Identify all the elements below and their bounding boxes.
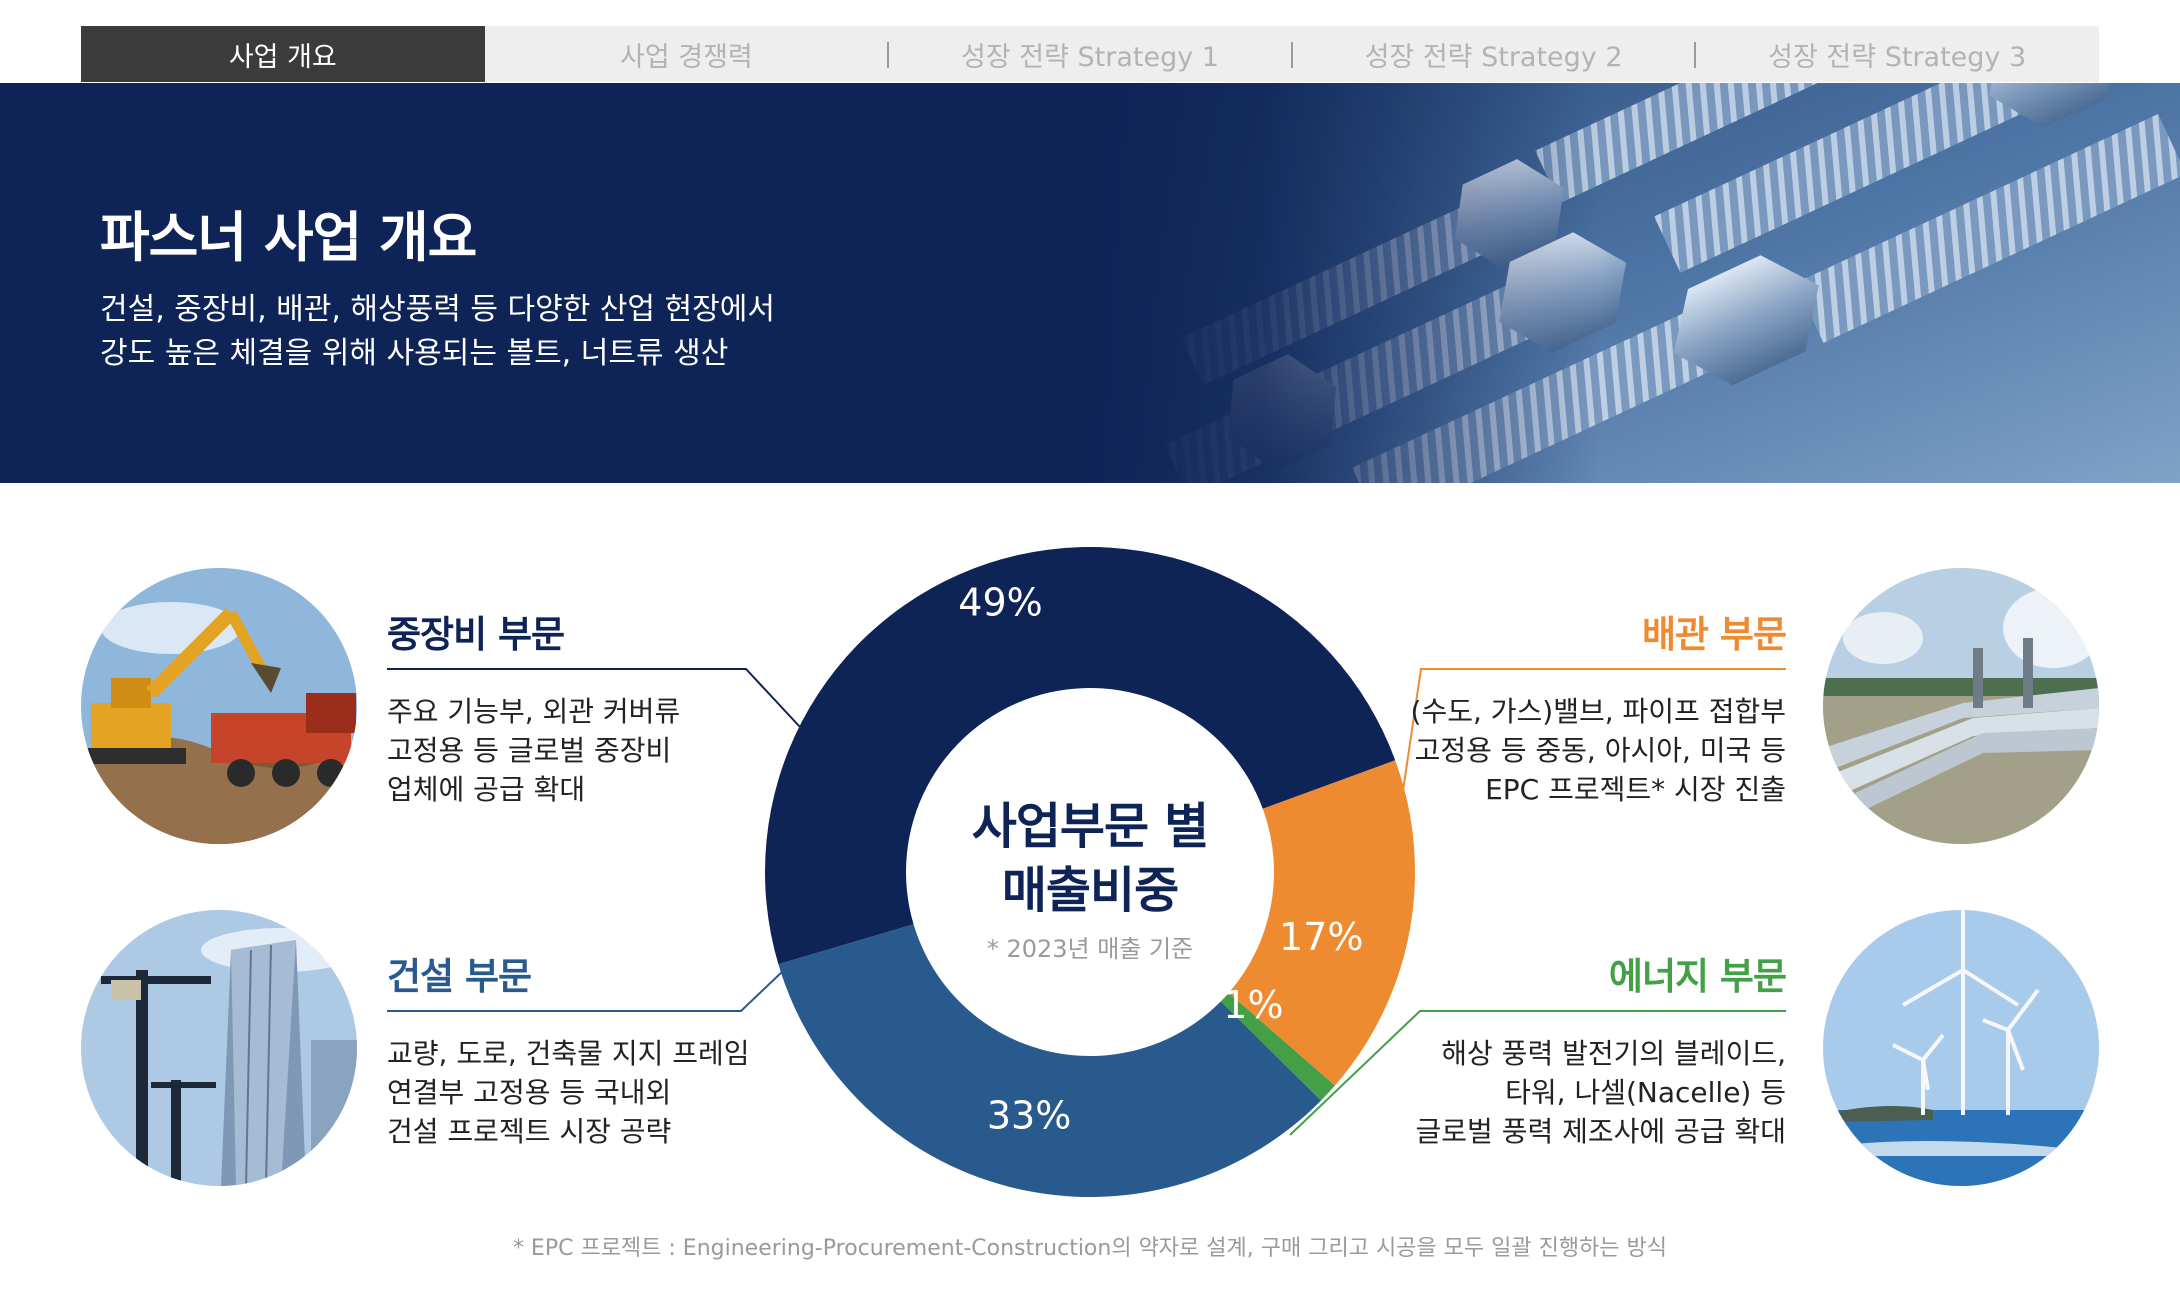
pipeline-photo xyxy=(1823,568,2099,844)
segment-desc-line: 교량, 도로, 건축물 지지 프레임 xyxy=(387,1037,750,1070)
segment-desc-line: 업체에 공급 확대 xyxy=(387,773,586,806)
segment-desc-line: EPC 프로젝트* 시장 진출 xyxy=(1485,773,1786,806)
segment-desc-energy: 해상 풍력 발전기의 블레이드, 타워, 나셀(Nacelle) 등 글로벌 풍… xyxy=(1336,1034,1786,1151)
segment-title-heavy-equipment: 중장비 부문 xyxy=(387,613,565,656)
excavator-photo xyxy=(81,568,357,844)
chart-title: 사업부문 별 매출비중 xyxy=(890,795,1290,923)
tab-growth-strategy-2[interactable]: 성장 전략 Strategy 2 xyxy=(1290,26,1696,82)
hero-gradient xyxy=(1080,83,1600,483)
segment-title-construction: 건설 부문 xyxy=(387,955,532,998)
segment-desc-line: (수도, 가스)밸브, 파이프 접합부 xyxy=(1410,695,1786,728)
footnote: * EPC 프로젝트 : Engineering-Procurement-Con… xyxy=(512,1236,1668,1261)
hero-description: 건설, 중장비, 배관, 해상풍력 등 다양한 산업 현장에서 강도 높은 체결… xyxy=(100,288,775,376)
tab-business-competitiveness[interactable]: 사업 경쟁력 xyxy=(619,41,753,73)
donut-label-1: 49% xyxy=(958,580,1042,624)
tab-divider xyxy=(1694,42,1697,68)
tab-label: 성장 전략 Strategy 1 xyxy=(960,41,1219,73)
segment-desc-piping: (수도, 가스)밸브, 파이프 접합부 고정용 등 중동, 아시아, 미국 등 … xyxy=(1336,692,1786,809)
tab-growth-strategy-3[interactable]: 성장 전략 Strategy 3 xyxy=(1694,26,2099,82)
segment-desc-line: 건설 프로젝트 시장 공략 xyxy=(387,1115,672,1148)
tab-growth-strategy-1[interactable]: 성장 전략 Strategy 1 xyxy=(887,26,1292,82)
donut-label-3: 1% xyxy=(1223,983,1283,1027)
construction-photo xyxy=(81,910,357,1186)
segment-desc-line: 글로벌 풍력 제조사에 공급 확대 xyxy=(1415,1115,1786,1148)
chart-subtitle: * 2023년 매출 기준 xyxy=(986,935,1194,963)
hero-banner: 파스너 사업 개요 건설, 중장비, 배관, 해상풍력 등 다양한 산업 현장에… xyxy=(0,83,2180,483)
tab-divider xyxy=(1290,42,1293,68)
segment-desc-line: 고정용 등 글로벌 중장비 xyxy=(387,734,672,767)
donut-slice-3 xyxy=(1220,992,1335,1101)
wind-turbine-photo xyxy=(1823,910,2099,1186)
chart-title-line: 사업부문 별 xyxy=(971,798,1209,855)
hero-desc-line: 건설, 중장비, 배관, 해상풍력 등 다양한 산업 현장에서 xyxy=(100,292,775,327)
chart-center-caption: 사업부문 별 매출비중 * 2023년 매출 기준 xyxy=(890,795,1290,964)
segment-desc-construction: 교량, 도로, 건축물 지지 프레임 연결부 고정용 등 국내외 건설 프로젝트… xyxy=(387,1034,750,1151)
section-tabs: 사업 개요 사업 경쟁력 성장 전략 Strategy 1 성장 전략 Stra… xyxy=(81,26,2099,82)
tab-divider xyxy=(887,42,890,68)
tab-business-overview[interactable]: 사업 개요 xyxy=(81,26,485,82)
tab-label: 성장 전략 Strategy 3 xyxy=(1768,41,2027,73)
page-title: 파스너 사업 개요 xyxy=(100,206,477,269)
segment-desc-line: 해상 풍력 발전기의 블레이드, xyxy=(1441,1037,1786,1070)
hero-desc-line: 강도 높은 체결을 위해 사용되는 볼트, 너트류 생산 xyxy=(100,336,729,371)
segment-desc-heavy-equipment: 주요 기능부, 외관 커버류 고정용 등 글로벌 중장비 업체에 공급 확대 xyxy=(387,692,680,809)
tab-label: 성장 전략 Strategy 2 xyxy=(1364,41,1623,73)
donut-label-2: 17% xyxy=(1279,915,1363,959)
segment-title-piping: 배관 부문 xyxy=(1641,613,1787,656)
segment-desc-line: 타워, 나셀(Nacelle) 등 xyxy=(1505,1076,1786,1109)
chart-title-line: 매출비중 xyxy=(1001,862,1179,919)
segment-desc-line: 연결부 고정용 등 국내외 xyxy=(387,1076,672,1109)
donut-label-4: 33% xyxy=(987,1093,1071,1137)
segment-desc-line: 주요 기능부, 외관 커버류 xyxy=(387,695,681,728)
segment-desc-line: 고정용 등 중동, 아시아, 미국 등 xyxy=(1414,734,1786,767)
segment-title-energy: 에너지 부문 xyxy=(1608,955,1787,998)
donut-slice-4 xyxy=(778,924,1322,1197)
